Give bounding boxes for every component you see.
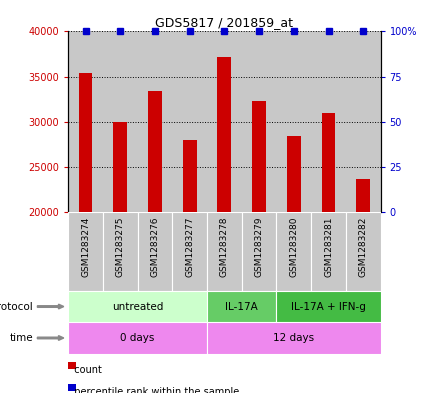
Bar bbox=[103, 31, 138, 212]
Bar bbox=[114, 122, 127, 212]
Bar bbox=[207, 212, 242, 291]
Title: GDS5817 / 201859_at: GDS5817 / 201859_at bbox=[155, 16, 293, 29]
Text: GSM1283282: GSM1283282 bbox=[359, 216, 368, 277]
Text: GSM1283279: GSM1283279 bbox=[255, 216, 264, 277]
Text: GSM1283276: GSM1283276 bbox=[150, 216, 159, 277]
Bar bbox=[242, 212, 276, 291]
Bar bbox=[207, 322, 381, 354]
Text: 12 days: 12 days bbox=[273, 333, 315, 343]
Text: protocol: protocol bbox=[0, 301, 33, 312]
Bar bbox=[346, 31, 381, 212]
Bar bbox=[79, 73, 92, 212]
Text: percentile rank within the sample: percentile rank within the sample bbox=[68, 387, 239, 393]
Text: GSM1283277: GSM1283277 bbox=[185, 216, 194, 277]
Bar bbox=[172, 31, 207, 212]
Bar bbox=[138, 31, 172, 212]
Bar bbox=[322, 113, 335, 212]
Text: GSM1283281: GSM1283281 bbox=[324, 216, 333, 277]
Bar bbox=[311, 31, 346, 212]
Text: IL-17A: IL-17A bbox=[225, 301, 258, 312]
Bar bbox=[172, 212, 207, 291]
Text: GSM1283274: GSM1283274 bbox=[81, 216, 90, 277]
Bar bbox=[183, 140, 197, 212]
Text: GSM1283275: GSM1283275 bbox=[116, 216, 125, 277]
Bar bbox=[276, 31, 311, 212]
Bar bbox=[148, 91, 162, 212]
Bar bbox=[68, 31, 103, 212]
Text: GSM1283278: GSM1283278 bbox=[220, 216, 229, 277]
Bar bbox=[207, 31, 242, 212]
Bar bbox=[287, 136, 301, 212]
Bar bbox=[311, 212, 346, 291]
Bar bbox=[138, 212, 172, 291]
Text: untreated: untreated bbox=[112, 301, 163, 312]
Bar bbox=[276, 291, 381, 322]
Bar bbox=[346, 212, 381, 291]
Bar bbox=[242, 31, 276, 212]
Bar bbox=[252, 101, 266, 212]
Bar bbox=[356, 179, 370, 212]
Text: IL-17A + IFN-g: IL-17A + IFN-g bbox=[291, 301, 366, 312]
Bar bbox=[68, 322, 207, 354]
Bar bbox=[217, 57, 231, 212]
Bar bbox=[103, 212, 138, 291]
Text: GSM1283280: GSM1283280 bbox=[290, 216, 298, 277]
Text: 0 days: 0 days bbox=[121, 333, 155, 343]
Text: count: count bbox=[68, 365, 102, 375]
Bar bbox=[276, 212, 311, 291]
Bar bbox=[68, 291, 207, 322]
Bar bbox=[68, 212, 103, 291]
Text: time: time bbox=[9, 333, 33, 343]
Bar bbox=[207, 291, 276, 322]
